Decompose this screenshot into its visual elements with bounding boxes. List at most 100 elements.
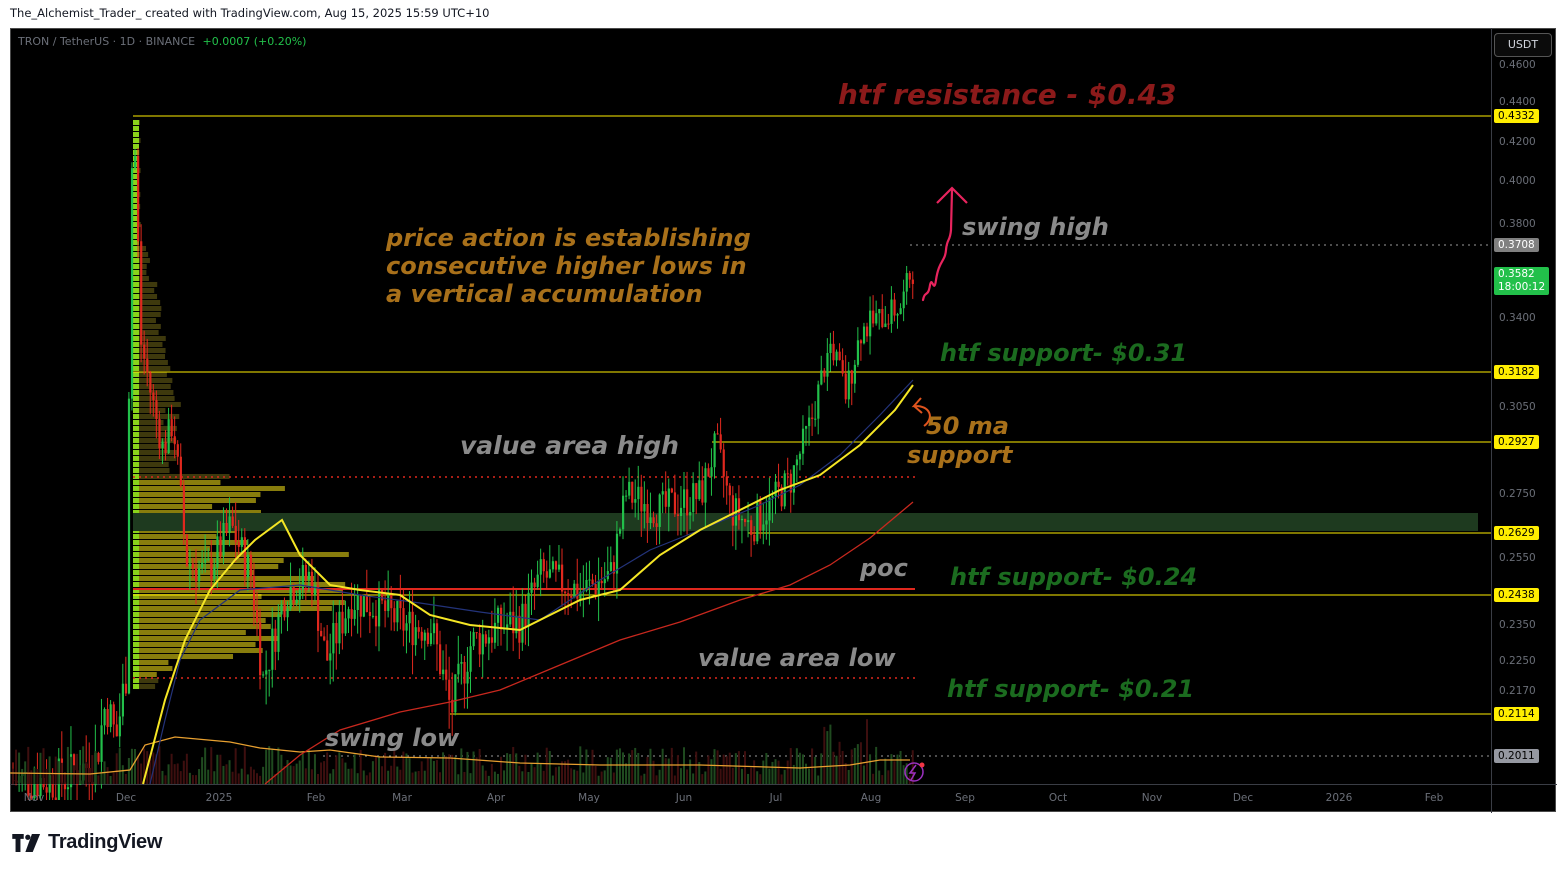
volume-profile-up-segment <box>133 336 139 341</box>
candle-body <box>576 584 578 599</box>
volume-bar <box>226 764 228 784</box>
volume-profile-up-segment <box>133 258 139 263</box>
candle-body <box>854 365 856 384</box>
annotation-value-area-high[interactable]: value area high <box>460 431 679 460</box>
volume-bar <box>94 751 96 784</box>
annotation-swing-low[interactable]: swing low <box>325 724 459 752</box>
volume-bar <box>311 769 313 784</box>
candle-body <box>860 340 862 343</box>
volume-bar <box>659 770 661 784</box>
annotation-htf-support-024[interactable]: htf support- $0.24 <box>950 563 1197 591</box>
volume-bar <box>439 772 441 784</box>
annotation-50ma-support[interactable]: support <box>907 441 1013 469</box>
candle-body <box>418 627 420 632</box>
volume-profile-up-segment <box>133 654 139 659</box>
volume-bar <box>329 773 331 784</box>
annotation-50ma-label[interactable]: 50 ma <box>926 412 1009 440</box>
volume-profile-up-segment <box>133 120 139 125</box>
candle-body <box>430 633 432 644</box>
tradingview-logo[interactable]: TradingView <box>12 831 162 854</box>
candle-body <box>405 623 407 630</box>
candle-body <box>811 418 813 419</box>
candle-body <box>903 292 905 309</box>
volume-bar <box>88 768 90 784</box>
volume-bar <box>116 753 118 784</box>
candle-body <box>250 555 252 576</box>
candle-body <box>229 516 231 532</box>
candle-body <box>775 482 777 496</box>
volume-bar <box>268 746 270 784</box>
volume-profile-bar <box>133 606 332 611</box>
volume-bar <box>43 748 45 784</box>
volume-profile-up-segment <box>133 132 139 137</box>
annotation-htf-support-031[interactable]: htf support- $0.31 <box>940 339 1187 367</box>
candle-body <box>646 504 648 523</box>
notification-dot <box>920 763 925 768</box>
volume-bar <box>509 754 511 784</box>
candle-body <box>277 614 279 651</box>
annotation-price-action[interactable]: price action is establishing consecutive… <box>386 224 751 308</box>
candle-body <box>366 596 368 612</box>
volume-bar <box>540 763 542 784</box>
volume-bar <box>485 771 487 784</box>
candle-body <box>527 593 529 627</box>
volume-profile-up-segment <box>133 564 139 569</box>
currency-button[interactable]: USDT <box>1494 33 1552 57</box>
time-tick: Apr <box>487 792 505 804</box>
volume-bar <box>476 757 478 784</box>
volume-profile-up-segment <box>133 582 139 587</box>
volume-bar <box>79 765 81 784</box>
volume-bar <box>677 755 679 784</box>
volume-profile-up-segment <box>133 486 139 491</box>
volume-bar <box>302 754 304 784</box>
volume-profile-bar <box>133 576 314 581</box>
annotation-value-area-low[interactable]: value area low <box>698 644 896 672</box>
volume-profile-bar <box>133 426 177 431</box>
volume-bar <box>18 753 20 784</box>
candle-body <box>653 517 655 523</box>
volume-profile-bar <box>133 546 210 551</box>
candle-body <box>256 610 258 622</box>
candle-body <box>116 724 118 736</box>
volume-bar <box>290 765 292 784</box>
candle-body <box>271 629 273 670</box>
candle-body <box>457 664 459 675</box>
volume-profile-up-segment <box>133 660 139 665</box>
time-tick: Nov <box>24 792 45 804</box>
volume-bar <box>588 766 590 784</box>
volume-bar <box>817 776 819 784</box>
annotation-swing-high[interactable]: swing high <box>962 213 1109 241</box>
volume-bar <box>470 773 472 784</box>
candle-body <box>674 492 676 514</box>
price-chart-canvas[interactable] <box>0 0 1566 873</box>
candle-body <box>832 344 834 360</box>
candle-body <box>283 604 285 617</box>
symbol-legend[interactable]: TRON / TetherUS · 1D · BINANCE +0.0007 (… <box>18 35 306 48</box>
candle-body <box>662 491 664 494</box>
volume-bar <box>82 746 84 784</box>
volume-profile-up-segment <box>133 540 139 545</box>
annotation-line: a vertical accumulation <box>386 280 751 308</box>
volume-bar <box>110 776 112 784</box>
volume-bar <box>717 750 719 784</box>
annotation-poc[interactable]: poc <box>860 554 908 582</box>
price-tick: 0.4000 <box>1499 175 1536 187</box>
annotation-htf-support-021[interactable]: htf support- $0.21 <box>947 675 1194 703</box>
volume-bar <box>299 761 301 784</box>
candle-body <box>427 633 429 644</box>
volume-profile-up-segment <box>133 630 139 635</box>
candle-body <box>100 725 102 762</box>
time-tick: Jun <box>676 792 692 804</box>
time-tick: Aug <box>861 792 882 804</box>
volume-profile-up-segment <box>133 342 139 347</box>
candle-body <box>226 523 228 533</box>
annotation-htf-resistance[interactable]: htf resistance - $0.43 <box>838 78 1176 111</box>
candle-body <box>729 486 731 496</box>
volume-profile-up-segment <box>133 552 139 557</box>
volume-bar <box>747 774 749 784</box>
volume-bar <box>802 754 804 784</box>
volume-bar <box>52 773 54 784</box>
candle-body <box>787 473 789 474</box>
volume-profile-up-segment <box>133 480 139 485</box>
volume-profile-bar <box>133 486 285 491</box>
